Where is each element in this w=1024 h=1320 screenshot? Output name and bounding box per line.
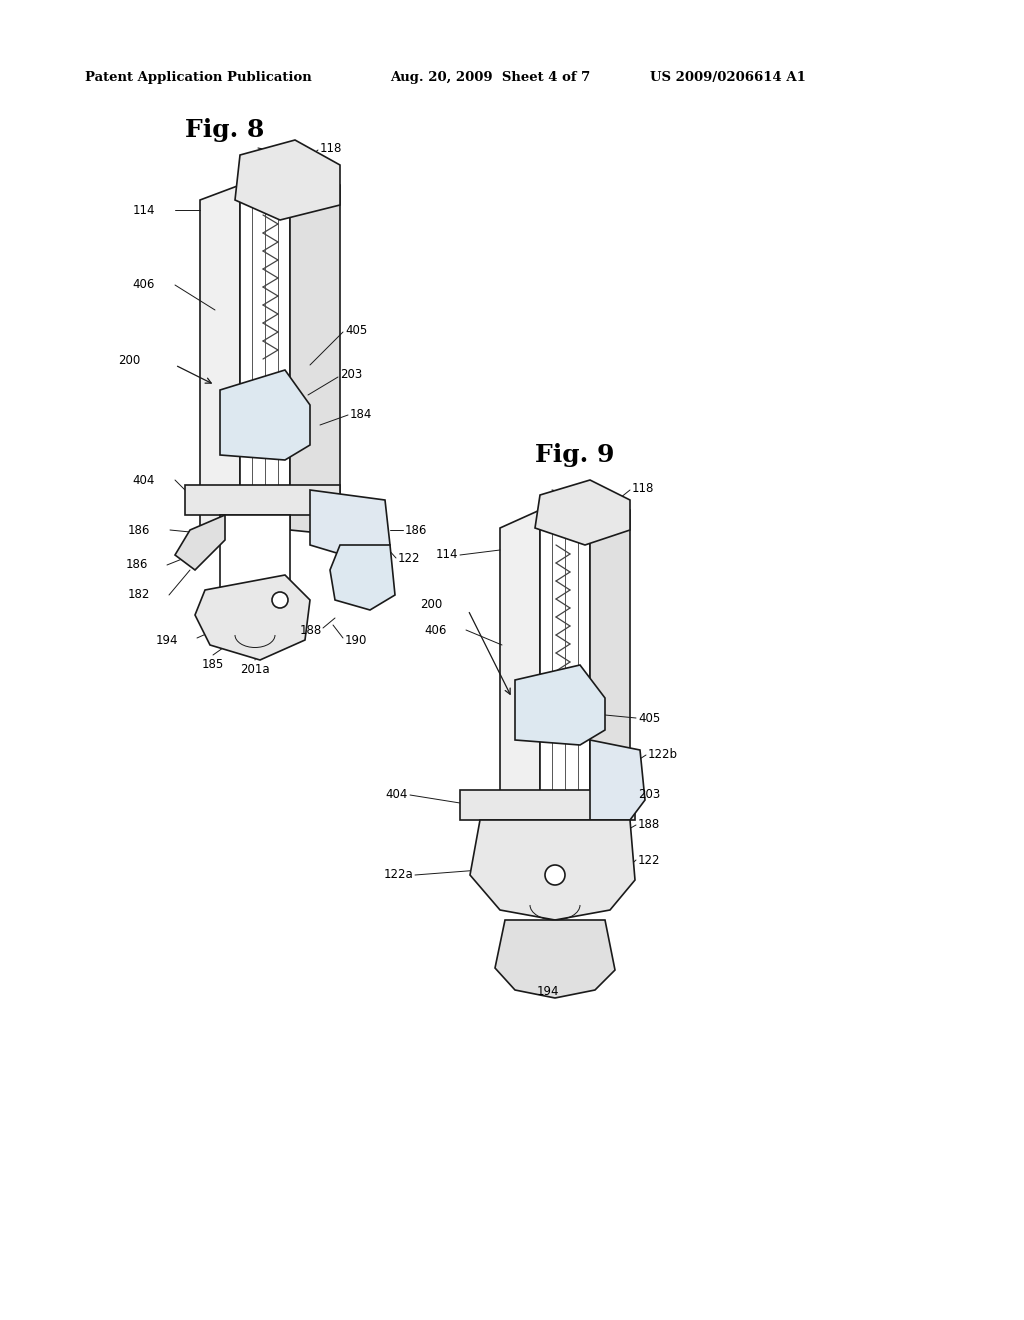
Circle shape <box>272 591 288 609</box>
Polygon shape <box>185 484 340 515</box>
Text: 190: 190 <box>345 634 368 647</box>
Text: 122: 122 <box>638 854 660 866</box>
Polygon shape <box>175 515 225 570</box>
Polygon shape <box>195 576 310 660</box>
Text: 200: 200 <box>118 354 140 367</box>
Text: 194: 194 <box>537 985 559 998</box>
Text: US 2009/0206614 A1: US 2009/0206614 A1 <box>650 71 806 84</box>
Polygon shape <box>590 741 645 820</box>
Polygon shape <box>470 820 635 920</box>
Polygon shape <box>535 480 630 545</box>
Text: 405: 405 <box>638 711 660 725</box>
Polygon shape <box>500 510 540 836</box>
Text: 194: 194 <box>156 634 178 647</box>
Text: Aug. 20, 2009  Sheet 4 of 7: Aug. 20, 2009 Sheet 4 of 7 <box>390 71 590 84</box>
Polygon shape <box>220 370 310 459</box>
Text: 203: 203 <box>340 368 362 381</box>
Text: 188: 188 <box>300 623 322 636</box>
Text: 186: 186 <box>406 524 427 536</box>
Text: 114: 114 <box>435 549 458 561</box>
Text: 201a: 201a <box>241 663 269 676</box>
Text: 122: 122 <box>398 552 421 565</box>
Text: 203: 203 <box>638 788 660 801</box>
Text: 405: 405 <box>345 323 368 337</box>
Text: 114: 114 <box>132 203 155 216</box>
Text: Fig. 9: Fig. 9 <box>536 444 614 467</box>
Text: 200: 200 <box>420 598 442 611</box>
Polygon shape <box>200 185 240 545</box>
Circle shape <box>545 865 565 884</box>
Text: 186: 186 <box>128 524 150 536</box>
Polygon shape <box>515 665 605 744</box>
Polygon shape <box>220 515 290 640</box>
Text: Fig. 8: Fig. 8 <box>185 117 264 143</box>
Text: 186: 186 <box>126 558 148 572</box>
Polygon shape <box>330 545 395 610</box>
Text: 182: 182 <box>128 589 150 602</box>
Text: Patent Application Publication: Patent Application Publication <box>85 71 311 84</box>
Text: 118: 118 <box>319 141 342 154</box>
Polygon shape <box>310 490 390 560</box>
Text: 122a: 122a <box>383 869 413 882</box>
Polygon shape <box>240 170 290 531</box>
Polygon shape <box>540 495 590 820</box>
Polygon shape <box>234 140 340 220</box>
Text: 404: 404 <box>386 788 408 801</box>
Polygon shape <box>590 495 630 820</box>
Text: 406: 406 <box>133 279 155 292</box>
Text: 406: 406 <box>425 623 447 636</box>
Text: 118: 118 <box>632 482 654 495</box>
Polygon shape <box>290 170 340 535</box>
Text: 122b: 122b <box>648 748 678 762</box>
Polygon shape <box>460 789 635 820</box>
Text: 188: 188 <box>638 818 660 832</box>
Text: 185: 185 <box>202 657 224 671</box>
Polygon shape <box>495 920 615 998</box>
Text: 404: 404 <box>133 474 155 487</box>
Text: 184: 184 <box>350 408 373 421</box>
